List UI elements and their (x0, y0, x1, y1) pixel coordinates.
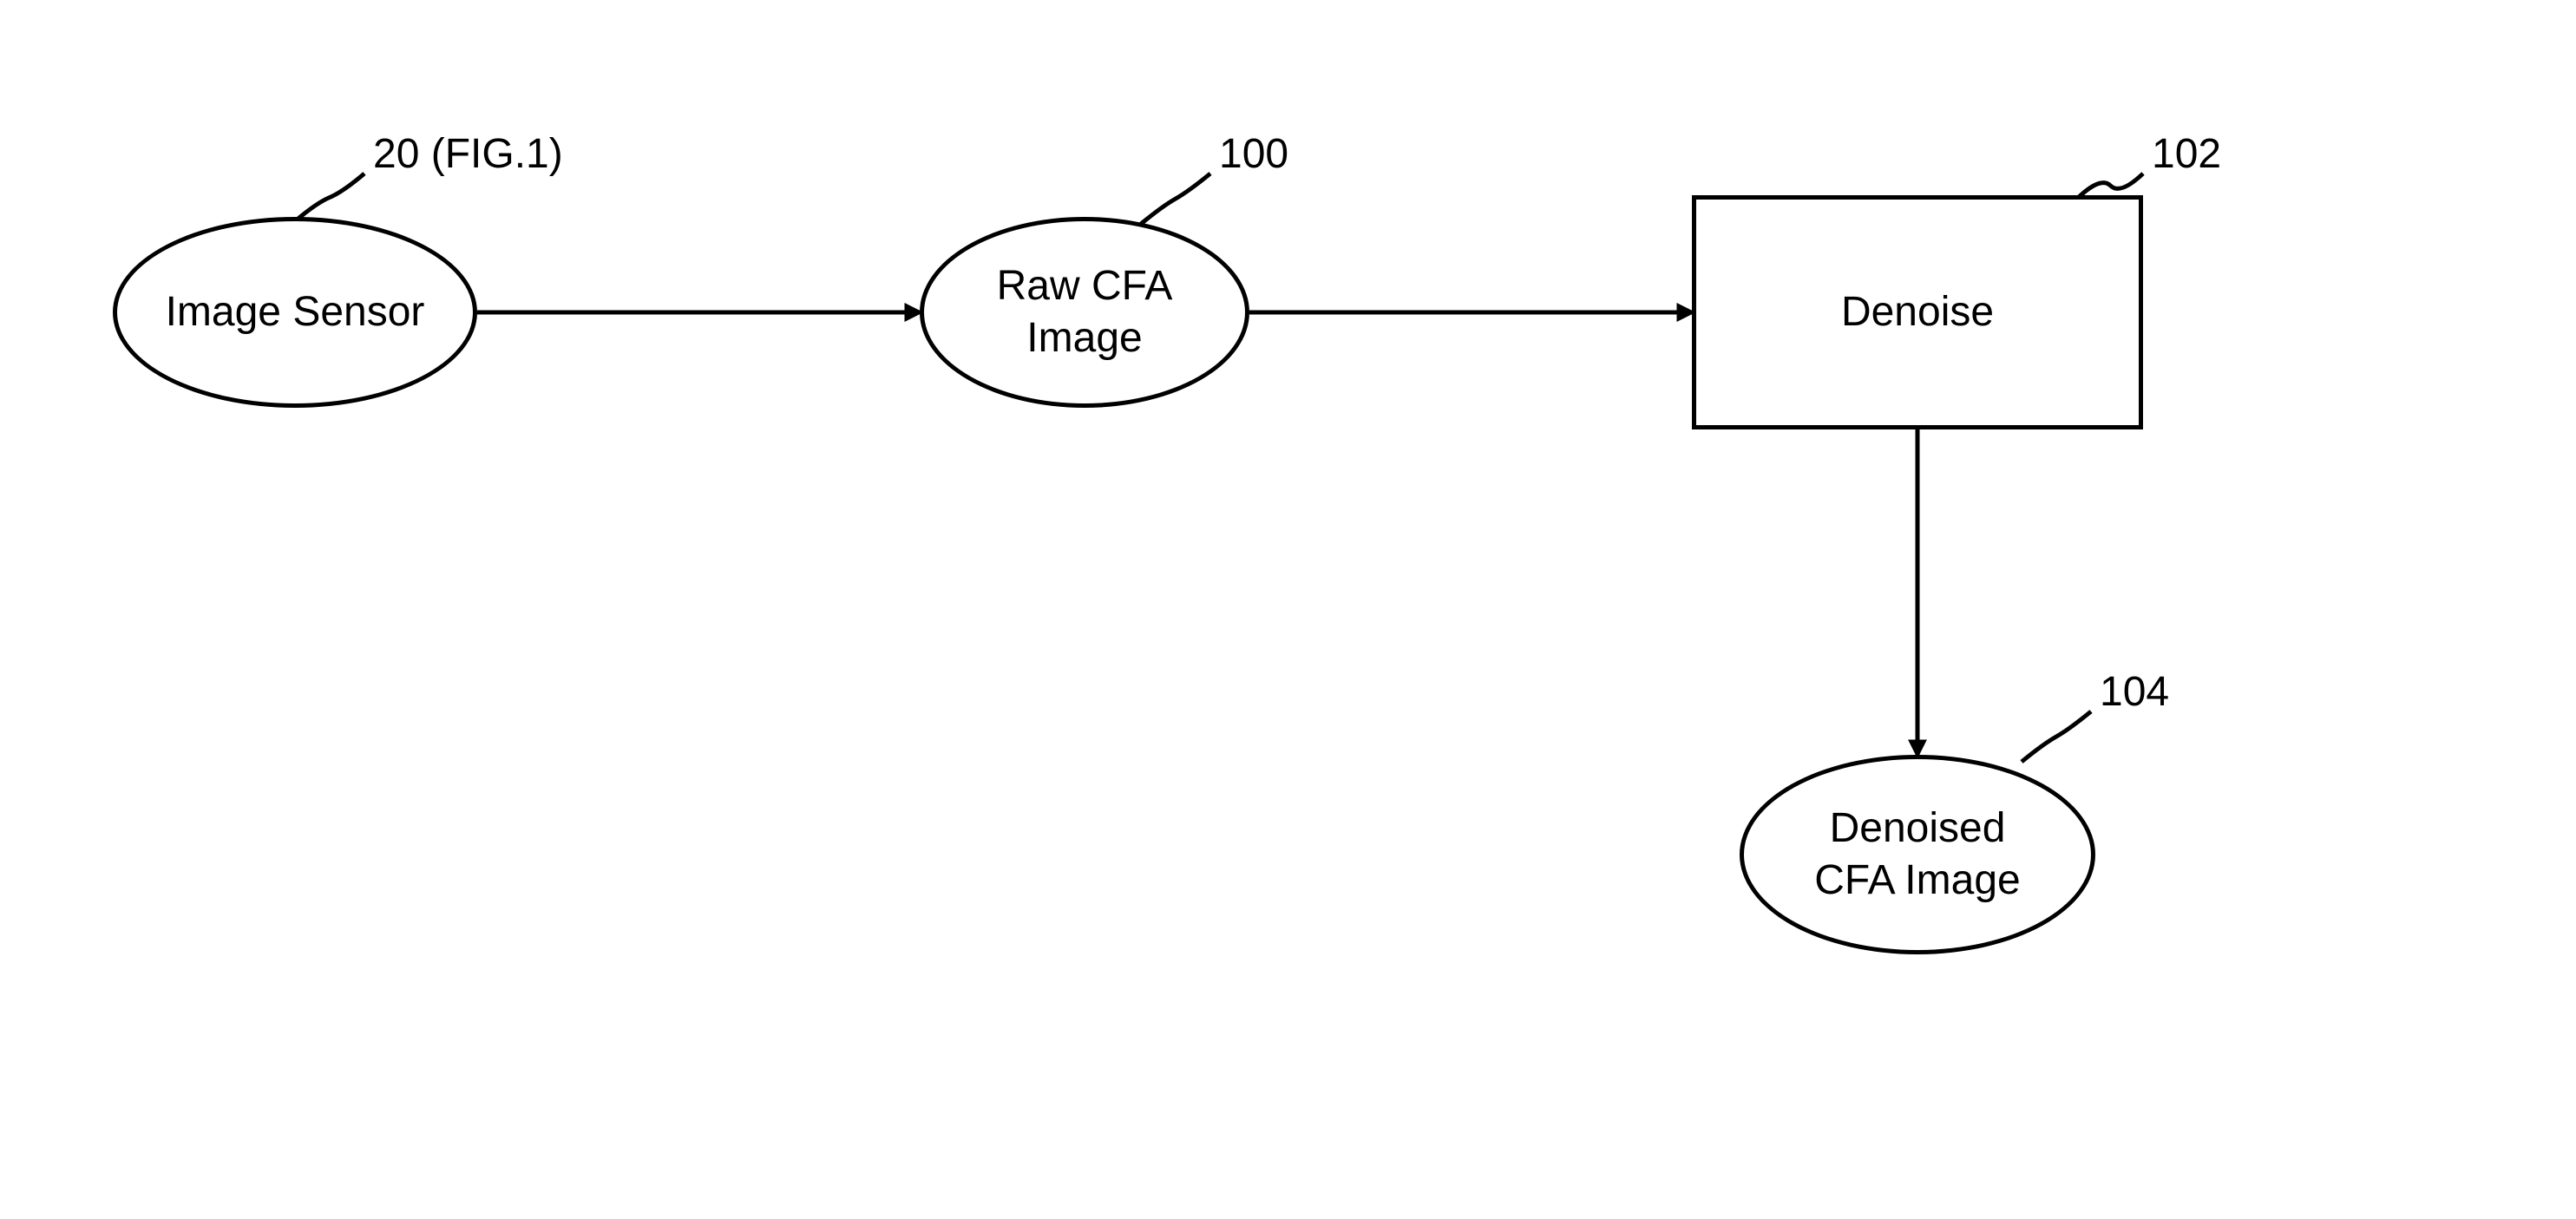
edges-layer (0, 0, 2576, 1219)
node-denoise-text: Denoise (1841, 286, 1994, 338)
diagram-canvas: Image Sensor Raw CFAImage Denoise Denois… (0, 0, 2576, 1219)
node-denoised-cfa-image-text: DenoisedCFA Image (1814, 803, 2020, 907)
node-raw-cfa-image-text: Raw CFAImage (997, 260, 1173, 364)
node-denoise: Denoise (1692, 195, 2143, 429)
ref-label-100: 100 (1219, 130, 1288, 178)
ref-label-104: 104 (2100, 668, 2169, 716)
node-raw-cfa-image: Raw CFAImage (920, 217, 1249, 408)
node-denoised-cfa-image: DenoisedCFA Image (1740, 755, 2095, 954)
node-image-sensor-text: Image Sensor (166, 286, 425, 338)
ref-label-102: 102 (2152, 130, 2221, 178)
node-image-sensor: Image Sensor (113, 217, 477, 408)
ref-label-20: 20 (FIG.1) (373, 130, 563, 178)
